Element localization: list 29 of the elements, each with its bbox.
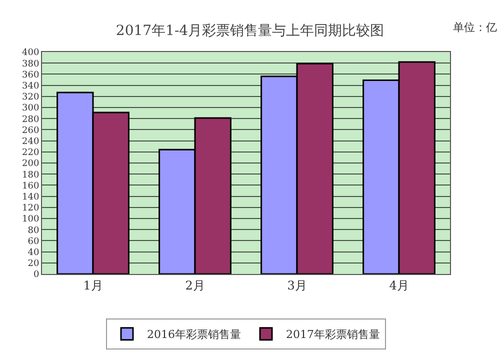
y-tick-label: 240: [22, 136, 40, 147]
y-tick-label: 300: [22, 104, 40, 114]
y-tick-label: 80: [28, 226, 40, 236]
chart-title: 2017年1-4月彩票销售量与上年同期比较图: [116, 23, 384, 40]
y-tick-label: 140: [22, 192, 40, 202]
x-tick-label: 1月: [83, 278, 103, 292]
y-tick-label: 20: [28, 259, 40, 270]
y-tick-label: 340: [22, 81, 40, 92]
y-tick-label: 120: [22, 204, 40, 214]
y-tick-label: 200: [22, 159, 40, 170]
text: 单位：亿: [453, 21, 497, 34]
y-tick-label: 100: [22, 214, 40, 225]
y-tick-label: 0: [33, 270, 40, 280]
y-tick-label: 160: [22, 181, 40, 192]
y-tick-label: 40: [28, 248, 40, 258]
y-tick-label: 400: [22, 48, 40, 58]
y-tick-label: 180: [22, 170, 40, 180]
y-tick-label: 380: [22, 59, 40, 70]
y-tick-label: 360: [22, 70, 40, 80]
x-tick-label: 2月: [185, 278, 205, 292]
y-tick-label: 220: [22, 148, 40, 158]
x-tick-label: 3月: [287, 278, 307, 292]
y-tick-label: 320: [22, 92, 40, 103]
y-tick-label: 60: [28, 236, 40, 247]
y-tick-label: 280: [22, 114, 40, 125]
x-tick-label: 4月: [389, 278, 409, 292]
legend-label: 2017年彩票销售量: [286, 328, 380, 342]
legend-label: 2016年彩票销售量: [147, 328, 241, 342]
y-tick-label: 260: [22, 126, 40, 136]
